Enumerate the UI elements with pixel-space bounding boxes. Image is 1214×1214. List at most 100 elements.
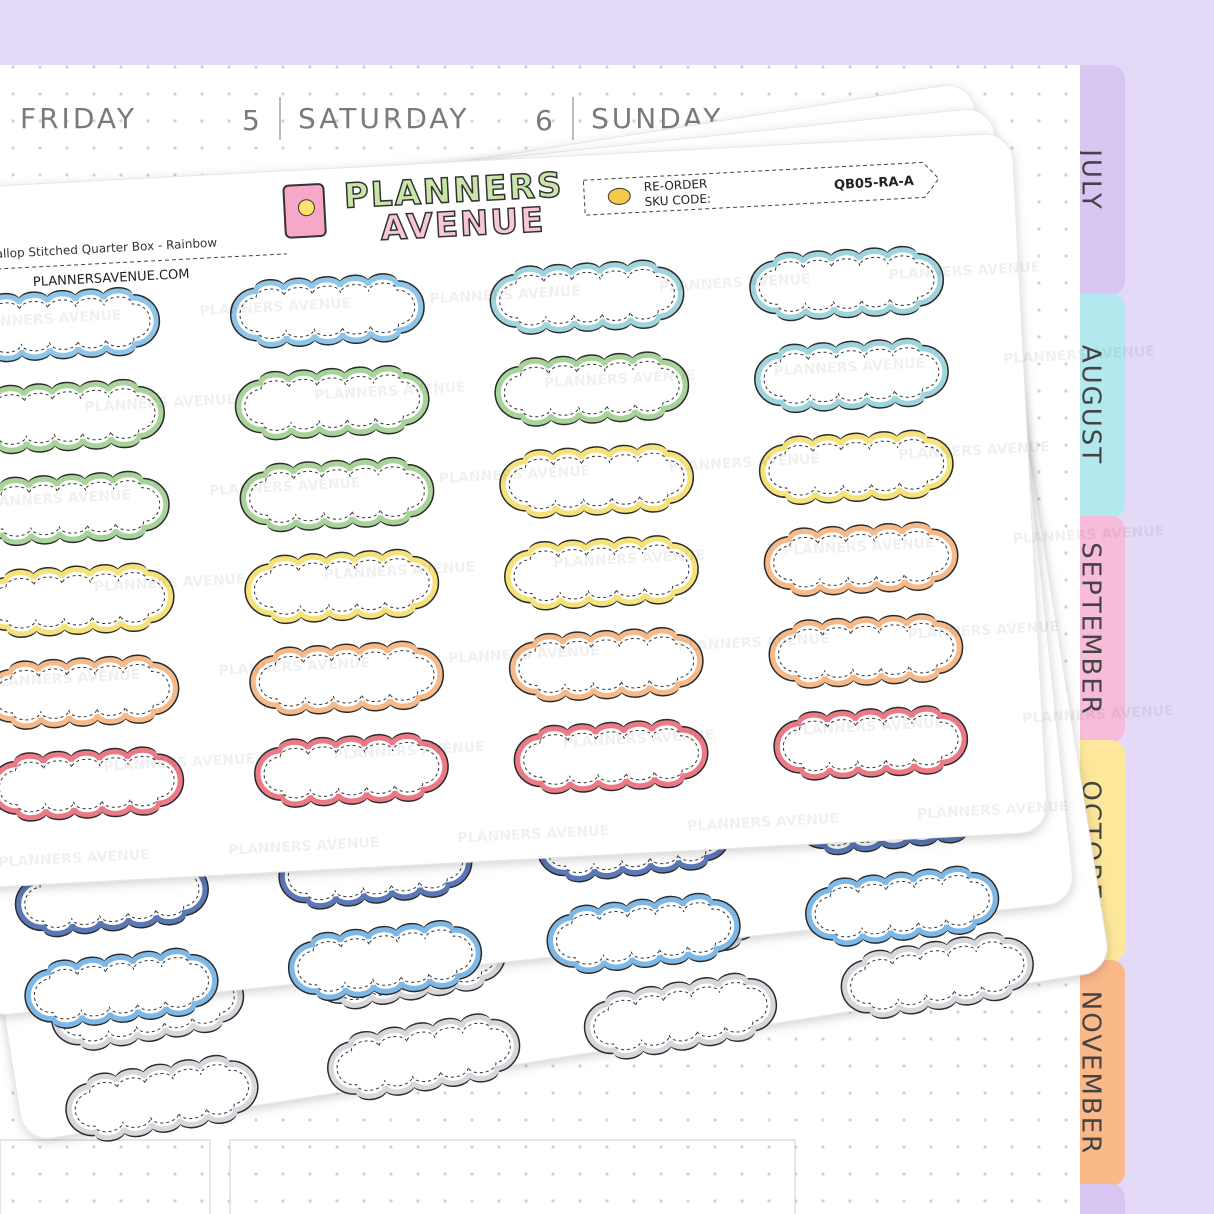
watermark: PLANNERS AVENUE [209, 475, 361, 499]
sticker-box-color [547, 894, 740, 973]
stitch [778, 622, 954, 680]
sticker-sheet: PLANNERS AVENUE PLANNERS AVENUE PLANNERS A… [0, 133, 1174, 889]
watermark: PLANNERS AVENUE [668, 451, 820, 475]
stitch [0, 296, 151, 353]
sticker-box-color [806, 867, 998, 946]
bee [607, 187, 631, 205]
sticker-box-color [250, 642, 443, 715]
stitch [24, 865, 200, 928]
day-name: FRIDAY [20, 102, 137, 135]
sticker-box-color [255, 733, 448, 807]
stitch [258, 650, 435, 707]
stitch [239, 282, 416, 339]
stitch [773, 530, 949, 588]
watermark: PLANNERS AVENUE [678, 631, 830, 655]
day-number: 5 [242, 104, 263, 137]
stitch [508, 452, 685, 510]
watermark: PLANNERS AVENUE [553, 547, 705, 571]
watermark: PLANNERS AVENUE [314, 380, 466, 404]
stitch [0, 755, 175, 813]
sticker-box-color [0, 747, 183, 821]
stitch [0, 480, 161, 537]
watermark: PLANNERS AVENUE [103, 751, 255, 775]
tab-label: AUGUST [1076, 345, 1106, 465]
stitch [518, 636, 695, 693]
tab-label: JULY [1076, 147, 1106, 211]
sticker-box-color [500, 444, 693, 518]
sticker-box-color [491, 260, 683, 334]
sku-label: SKU CODE: [644, 192, 711, 209]
stitch [763, 347, 940, 404]
sticker-box-color [765, 522, 957, 596]
sticker-box-color [510, 628, 703, 701]
watermark: PLANNERS AVENUE [898, 439, 1050, 463]
watermark: PLANNERS AVENUE [438, 463, 590, 487]
sticker-box-color [231, 274, 424, 347]
logo-sun [297, 199, 315, 217]
cell [229, 1139, 796, 1214]
sticker-box-color [0, 380, 164, 453]
stitch [0, 572, 166, 629]
sticker-box-color [236, 366, 429, 439]
sticker-box-color [25, 949, 218, 1028]
watermark: PLANNERS AVENUE [659, 271, 811, 295]
stitch [244, 374, 421, 431]
watermark: PLANNERS AVENUE [448, 643, 600, 667]
stitch [297, 929, 473, 992]
watermark: PLANNERS AVENUE [228, 835, 380, 859]
watermark: PLANNERS AVENUE [94, 571, 246, 595]
sticker-box-color [245, 550, 438, 623]
sticker-box-color [842, 933, 1033, 1018]
stitch [503, 360, 680, 418]
watermark: PLANNERS AVENUE [0, 847, 150, 871]
stitch [499, 268, 675, 326]
day-name: SATURDAY [298, 102, 469, 135]
sticker-box-color [774, 706, 967, 780]
stitch [74, 1064, 250, 1133]
stitch [287, 837, 463, 901]
watermark: PLANNERS AVENUE [687, 811, 839, 835]
sticker-box-color [289, 921, 481, 1000]
tab-label: NOVEMBER [1076, 991, 1106, 1155]
watermark: PLANNERS AVENUE [1012, 523, 1164, 547]
logo: AVENUE [380, 200, 547, 249]
watermark: PLANNERS AVENUE [1003, 344, 1155, 368]
watermark: PLANNERS AVENUE [333, 739, 485, 763]
watermark: PLANNERS AVENUE [199, 296, 351, 320]
stitch [758, 255, 935, 312]
sticker-box-color [241, 458, 433, 531]
stitch [814, 875, 990, 938]
stitch [782, 714, 959, 772]
stitch [593, 982, 768, 1051]
sticker-box-color [0, 288, 159, 361]
stitch [336, 1022, 511, 1091]
sticker-box-color [585, 974, 776, 1059]
watermark: PLANNERS AVENUE [218, 655, 370, 679]
watermark: PLANNERS AVENUE [323, 559, 475, 583]
tab-labels: JULY AUGUST SEPTEMBER OCTOBER NOVEMBER [1076, 147, 1106, 1155]
sticker-box-color [750, 247, 943, 320]
sku-code: QB05-RA-A [834, 174, 915, 193]
reorder: RE-ORDER [643, 177, 707, 194]
sku-box [582, 161, 940, 216]
watermark: PLANNERS AVENUE [544, 368, 696, 392]
sticker-box-color [495, 352, 688, 426]
stitch [60, 973, 235, 1042]
stitch [513, 544, 690, 601]
watermark: PLANNERS AVENUE [562, 727, 714, 751]
stitch [546, 810, 722, 873]
sticker-box-color [755, 339, 948, 412]
sticker-box-color [760, 431, 953, 504]
watermark: PLANNERS AVENUE [84, 392, 236, 416]
watermark: PLANNERS AVENUE [888, 259, 1040, 283]
stitch [0, 663, 170, 721]
stitch [0, 388, 156, 445]
sticker-box-color [0, 472, 169, 545]
sticker-box-color [66, 1056, 257, 1141]
sticker-box-color [328, 1014, 519, 1099]
sticker-box-color [0, 655, 178, 729]
sticker-sheets: PLANNERS AVENUE PLANNERS AVENUE PLANNERS A… [0, 84, 1174, 1142]
watermark: PLANNERS AVENUE [457, 823, 609, 847]
